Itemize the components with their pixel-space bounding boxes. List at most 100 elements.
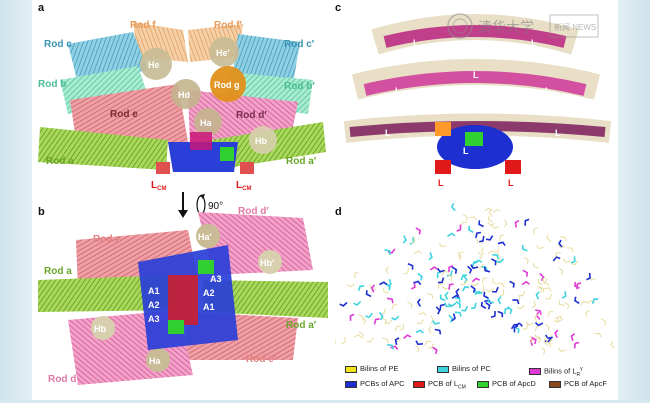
rod-c-label: Rod c (44, 39, 72, 50)
bilin-mark (455, 312, 461, 316)
bilin-mark (522, 282, 529, 285)
bilin-mark (452, 314, 455, 321)
bilin-mark (538, 336, 541, 343)
linker-label-1: L (413, 38, 419, 48)
lcm-left-label: LCM (151, 180, 166, 192)
bilin-mark (544, 288, 551, 292)
rod-b-prime-label: Rod b′ (284, 81, 315, 92)
bilin-mark (586, 311, 590, 318)
bilin-mark (481, 248, 484, 255)
bilin-mark (562, 291, 566, 298)
rod-b-label: Rod b (38, 79, 66, 90)
bilin-mark (482, 302, 486, 308)
bilin-mark (355, 272, 359, 278)
bilin-mark (452, 203, 455, 210)
panel-a-label: a (38, 2, 44, 14)
bilin-mark (350, 314, 354, 321)
bilin-mark (471, 283, 478, 286)
bilin-mark (457, 225, 461, 231)
core-a2-right: A2 (203, 288, 215, 298)
legend-item-apc: PCBs of APC (345, 379, 405, 389)
bilin-mark (567, 248, 573, 252)
bilin-network (335, 203, 615, 354)
legend-item-apcd: PCB of ApcD (477, 379, 536, 389)
rod-d-label-b: Rod d (48, 374, 76, 385)
legend-label-pe: Bilins of PE (360, 364, 398, 373)
bilin-mark (382, 318, 386, 324)
apcd-b-top (198, 260, 214, 274)
bilin-mark (523, 245, 528, 251)
bilin-mark (565, 302, 569, 309)
bilin-mark (601, 319, 605, 325)
bilin-mark (472, 262, 478, 267)
bilin-mark (482, 278, 487, 284)
bilin-mark (392, 305, 397, 310)
bilin-mark (548, 312, 553, 317)
bilin-mark (365, 313, 372, 317)
rod-a-prime-label-b: Rod a′ (286, 320, 317, 331)
bilin-mark (559, 268, 563, 275)
bilin-mark (498, 242, 505, 245)
bilin-mark (525, 219, 529, 225)
lcm-left-shape (156, 162, 170, 174)
linker-label-6: L (385, 128, 391, 138)
hexamer-he-label: He (148, 60, 160, 70)
bilin-mark (440, 305, 445, 311)
bilin-mark (491, 259, 495, 265)
legend-label-apcd: PCB of ApcD (492, 379, 536, 388)
bilin-mark (546, 294, 552, 299)
bilin-mark (449, 315, 452, 322)
rod-d-prime-label-b: Rod d′ (238, 206, 269, 217)
bilin-mark (478, 252, 482, 259)
legend-label-lr: Bilins of L (544, 367, 577, 376)
bilin-mark (460, 222, 467, 226)
bilin-mark (515, 221, 518, 228)
bilin-mark (587, 273, 591, 280)
bilin-mark (575, 342, 579, 348)
linker-label-7: L (555, 128, 561, 138)
bilin-mark (340, 302, 347, 305)
bilin-mark (563, 259, 570, 262)
legend-label-lcm-sub: CM (458, 385, 466, 391)
legend-swatch-pc (437, 366, 449, 373)
panel-d-structure (335, 200, 615, 360)
hexamer-hb-prime-label-b: Hb′ (260, 258, 274, 268)
bilin-mark (492, 225, 499, 228)
bilin-mark (418, 274, 422, 281)
legend-swatch-pe (345, 366, 357, 373)
bilin-mark (436, 307, 439, 314)
legend-item-lr: Bilins of LRγ (529, 364, 583, 374)
apcd-b-bottom (168, 320, 184, 334)
rod-e-prime-label-b: Rod e′ (246, 354, 277, 365)
bilin-mark (493, 278, 497, 285)
rod-d-prime-label: Rod d′ (236, 110, 267, 121)
bilin-mark (581, 301, 588, 305)
bilin-mark (500, 289, 504, 296)
panel-d: d (335, 200, 615, 360)
bilin-mark (485, 267, 490, 272)
bilin-mark (404, 335, 411, 338)
core-a2-left: A2 (148, 300, 160, 310)
bilin-mark (535, 323, 542, 326)
hexamer-hb-label-b: Hb (94, 324, 106, 334)
linker-label-4: L (545, 86, 551, 96)
bilin-mark (387, 298, 393, 303)
bilin-mark (491, 311, 495, 317)
rod-a-label: Rod a (46, 156, 74, 167)
legend-item-pc: Bilins of PC (437, 364, 491, 374)
lcm-left-c (435, 160, 451, 174)
core-a3-left: A3 (148, 314, 160, 324)
bilin-mark (392, 316, 399, 319)
hexamer-ha-label-b: Ha (149, 356, 161, 366)
hexamer-ha-label: Ha (200, 118, 212, 128)
rod-f-label: Rod f (130, 20, 156, 31)
bilin-mark (504, 219, 507, 226)
bilin-mark (385, 250, 391, 255)
bilin-mark (438, 268, 445, 271)
bilin-mark (386, 267, 389, 274)
bilin-mark (545, 324, 549, 331)
lcm-right-shape (240, 162, 254, 174)
apcd-c (465, 132, 483, 146)
bilin-mark (488, 216, 492, 223)
linker-label-8: L (463, 146, 469, 156)
